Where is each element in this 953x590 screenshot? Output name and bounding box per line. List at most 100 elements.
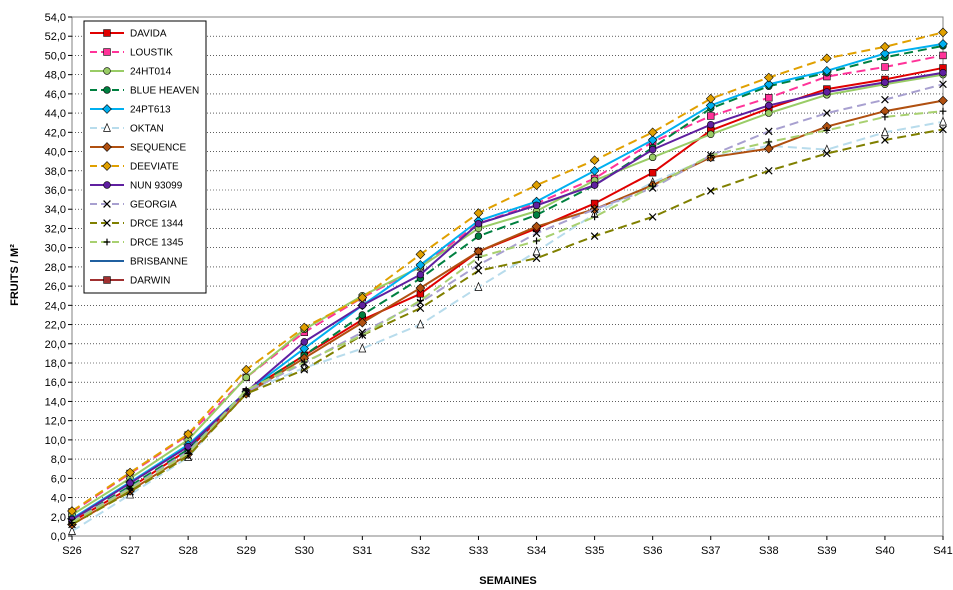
plot-border [71, 16, 944, 537]
data-point [103, 219, 111, 227]
series-line [71, 44, 944, 523]
y-tick-label: 38,0 [45, 166, 66, 178]
data-point [881, 113, 889, 121]
data-point [822, 53, 832, 64]
data-point [415, 283, 426, 293]
data-point [822, 65, 832, 76]
data-point [474, 266, 483, 275]
data-point [763, 143, 774, 154]
data-point [881, 136, 889, 144]
data-point [532, 201, 541, 210]
x-tick-label: S28 [178, 545, 198, 557]
x-axis-ticks: S26 S27 S28 S29 S30 S31 S32 S33 S34 S35 S36 S37 S38 S… [62, 536, 953, 557]
data-point [241, 364, 252, 375]
data-point [474, 281, 483, 291]
data-point [707, 152, 715, 159]
data-point [299, 322, 310, 333]
data-point [648, 145, 657, 154]
x-tick-label: S41 [933, 545, 953, 557]
data-point [300, 358, 308, 366]
legend-label: 24PT613 [130, 105, 171, 116]
data-point [358, 331, 366, 339]
data-point [533, 237, 540, 245]
data-point [242, 373, 250, 382]
data-point [475, 253, 482, 261]
y-tick-label: 28,0 [45, 262, 66, 274]
legend-item: DARWIN [90, 276, 170, 287]
y-tick-label: 32,0 [45, 223, 66, 235]
data-point [648, 153, 657, 162]
y-tick-label: 12,0 [45, 416, 66, 428]
y-axis-title: FRUITS / M² [9, 244, 21, 306]
series-line [71, 110, 944, 524]
data-point [590, 205, 599, 214]
data-point [102, 142, 112, 152]
data-point [764, 166, 773, 175]
x-tick-label: S30 [294, 545, 314, 557]
data-point [415, 260, 426, 270]
legend-item: GEORGIA [90, 200, 177, 211]
data-point [707, 120, 715, 129]
data-point [939, 51, 947, 60]
data-point [416, 319, 425, 329]
legend-label: BLUE HEAVEN [130, 86, 199, 97]
data-point [415, 249, 426, 260]
series-line [71, 31, 944, 512]
data-point [590, 232, 599, 240]
data-point [357, 317, 368, 328]
data-point [103, 200, 111, 208]
legend-item: BRISBANNE [90, 257, 188, 268]
series-layer [67, 27, 948, 535]
data-point [103, 238, 111, 246]
y-tick-label: 22,0 [45, 320, 66, 332]
y-tick-label: 48,0 [45, 70, 66, 82]
legend-label: DRCE 1344 [130, 219, 184, 230]
data-point [103, 276, 111, 284]
data-point [67, 506, 77, 516]
y-tick-label: 46,0 [45, 89, 66, 101]
data-point [763, 79, 774, 90]
y-tick-label: 10,0 [45, 435, 66, 447]
data-point [939, 69, 947, 77]
series-deeviate [67, 27, 948, 516]
data-point [823, 88, 831, 96]
data-point [706, 187, 715, 195]
data-point [358, 311, 367, 319]
data-point [823, 127, 831, 134]
series-line [71, 71, 944, 521]
data-point [881, 95, 889, 104]
data-point [590, 181, 599, 189]
data-point [939, 107, 947, 115]
x-tick-label: S33 [469, 545, 489, 557]
data-point [125, 467, 135, 478]
data-point [531, 221, 542, 232]
data-point [764, 127, 773, 136]
legend-label: OKTAN [130, 124, 164, 135]
y-tick-label: 20,0 [45, 339, 66, 351]
data-point [591, 213, 598, 221]
x-axis-title: SEMAINES [479, 575, 536, 587]
data-point [649, 182, 657, 190]
data-point [765, 138, 773, 146]
legend-item: DRCE 1345 [90, 238, 184, 249]
y-tick-label: 8,0 [51, 454, 66, 466]
data-point [474, 261, 483, 269]
data-point [474, 219, 483, 228]
legend-item: OKTAN [90, 122, 164, 135]
data-point [765, 94, 773, 102]
data-point [532, 246, 541, 256]
data-point [532, 229, 541, 238]
legend-item: LOUSTIK [90, 48, 173, 59]
data-point [707, 130, 715, 138]
y-tick-label: 42,0 [45, 127, 66, 139]
data-point [647, 135, 658, 145]
data-point [416, 304, 425, 313]
y-tick-label: 30,0 [45, 243, 66, 255]
series-line [71, 83, 944, 523]
legend-box [83, 20, 207, 294]
data-point [881, 78, 889, 87]
data-point [823, 109, 831, 117]
y-tick-label: 50,0 [45, 50, 66, 62]
x-tick-label: S26 [62, 545, 82, 557]
